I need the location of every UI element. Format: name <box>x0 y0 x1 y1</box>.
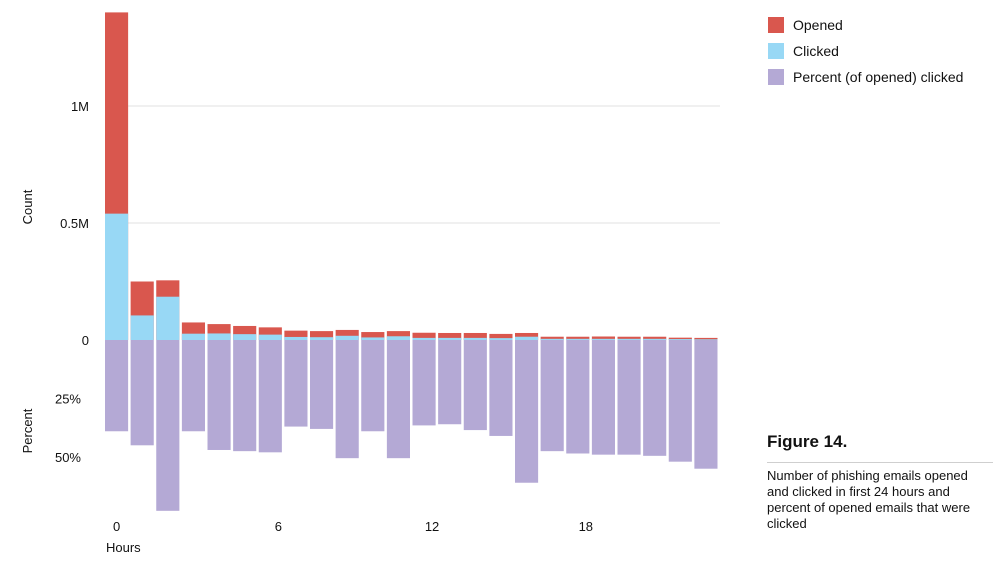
bar-clicked <box>438 337 462 340</box>
count-tick-label: 0.5M <box>60 216 89 231</box>
bar-clicked <box>591 338 615 340</box>
legend-label-clicked: Clicked <box>793 43 839 59</box>
x-tick-label: 18 <box>579 519 593 534</box>
bar-clicked <box>566 338 590 340</box>
bar-percent-clicked <box>207 340 231 450</box>
bar-clicked <box>156 296 180 340</box>
bar-opened <box>463 332 487 340</box>
bar-opened <box>361 332 385 340</box>
percent-tick-label: 50% <box>55 450 81 465</box>
bar-percent-clicked <box>463 340 487 431</box>
bar-percent-clicked <box>233 340 257 452</box>
bar-opened <box>643 336 667 340</box>
bar-clicked <box>181 333 205 340</box>
bar-clicked <box>668 339 692 340</box>
bar-percent-clicked <box>105 340 129 432</box>
bar-percent-clicked <box>617 340 641 455</box>
bar-percent-clicked <box>489 340 513 436</box>
bar-opened <box>386 331 410 340</box>
bar-opened <box>438 332 462 340</box>
bar-opened <box>515 332 539 340</box>
bar-percent-clicked <box>412 340 436 426</box>
bar-clicked <box>386 336 410 340</box>
legend-label-opened: Opened <box>793 17 843 33</box>
legend-label-percent: Percent (of opened) clicked <box>793 69 964 85</box>
figure-caption: Figure 14. Number of phishing emails ope… <box>767 432 993 532</box>
x-tick-label: 12 <box>425 519 439 534</box>
count-tick-label: 0 <box>82 333 89 348</box>
bar-clicked <box>463 337 487 340</box>
bar-opened <box>489 333 513 340</box>
x-axis-label: Hours <box>106 540 141 555</box>
bar-percent-clicked <box>515 340 539 483</box>
bar-clicked <box>412 337 436 340</box>
caption-text: Number of phishing emails opened and cli… <box>767 468 971 531</box>
bar-percent-clicked <box>668 340 692 462</box>
bar-percent-clicked <box>566 340 590 454</box>
bar-percent-clicked <box>310 340 334 429</box>
bar-clicked <box>284 336 308 340</box>
caption-title: Figure 14. <box>767 432 993 463</box>
bar-percent-clicked <box>643 340 667 456</box>
bar-clicked <box>335 335 359 340</box>
count-axis-label: Count <box>20 189 35 224</box>
bar-percent-clicked <box>361 340 385 432</box>
bar-clicked <box>617 338 641 340</box>
bar-percent-clicked <box>284 340 308 427</box>
bar-percent-clicked <box>130 340 154 446</box>
percent-tick-label: 25% <box>55 392 81 407</box>
bar-clicked <box>130 315 154 340</box>
bar-clicked <box>105 213 129 340</box>
bar-opened <box>617 336 641 340</box>
bar-percent-clicked <box>258 340 282 453</box>
bar-percent-clicked <box>591 340 615 455</box>
legend-swatch-percent <box>768 69 784 85</box>
bar-percent-clicked <box>181 340 205 432</box>
bar-percent-clicked <box>694 340 718 469</box>
bar-clicked <box>207 333 231 340</box>
legend-swatch-clicked <box>768 43 784 59</box>
bar-opened <box>566 336 590 340</box>
bar-opened <box>668 337 692 340</box>
bar-clicked <box>515 336 539 340</box>
percent-axis-label: Percent <box>20 408 35 453</box>
legend-item-clicked: Clicked <box>768 38 963 64</box>
bar-clicked <box>643 338 667 340</box>
bar-clicked <box>361 337 385 340</box>
bar-clicked <box>233 334 257 340</box>
bar-clicked <box>489 338 513 340</box>
bar-clicked <box>694 339 718 340</box>
bar-opened <box>540 336 564 340</box>
bar-percent-clicked <box>156 340 180 511</box>
legend-item-opened: Opened <box>768 12 963 38</box>
bar-opened <box>694 337 718 340</box>
bar-opened <box>284 330 308 340</box>
bar-opened <box>335 329 359 340</box>
legend: Opened Clicked Percent (of opened) click… <box>768 12 963 90</box>
legend-swatch-opened <box>768 17 784 33</box>
x-tick-label: 0 <box>113 519 120 534</box>
bar-clicked <box>540 338 564 340</box>
bar-opened <box>310 331 334 340</box>
bar-percent-clicked <box>386 340 410 459</box>
bar-opened <box>591 336 615 340</box>
legend-item-percent: Percent (of opened) clicked <box>768 64 963 90</box>
x-tick-label: 6 <box>275 519 282 534</box>
bar-percent-clicked <box>438 340 462 425</box>
count-tick-label: 1M <box>71 99 89 114</box>
bar-percent-clicked <box>335 340 359 459</box>
bar-clicked <box>258 334 282 340</box>
bar-percent-clicked <box>540 340 564 452</box>
bar-opened <box>412 332 436 340</box>
bar-clicked <box>310 337 334 340</box>
